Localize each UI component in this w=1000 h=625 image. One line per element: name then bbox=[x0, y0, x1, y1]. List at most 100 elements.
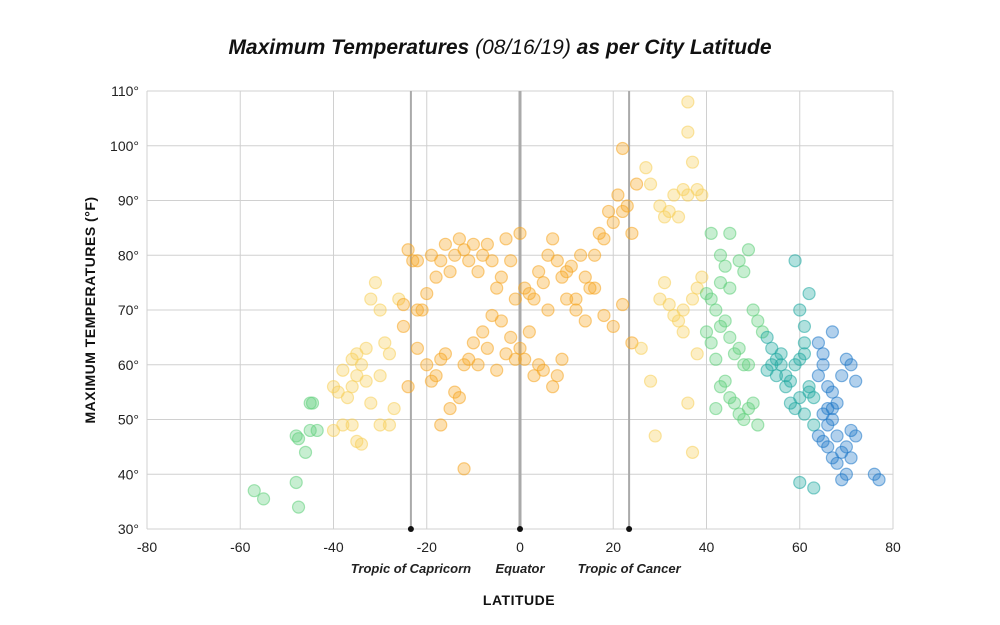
data-point bbox=[298, 445, 313, 459]
data-point bbox=[364, 292, 378, 306]
data-point bbox=[305, 396, 320, 410]
data-point bbox=[490, 363, 504, 377]
reference-marker bbox=[626, 526, 633, 532]
data-point bbox=[289, 475, 303, 490]
data-point bbox=[606, 215, 620, 229]
data-point bbox=[769, 369, 784, 383]
reference-label: Tropic of Cancer bbox=[578, 561, 682, 576]
data-point bbox=[462, 254, 476, 268]
data-point bbox=[373, 303, 387, 317]
data-point bbox=[835, 369, 849, 383]
data-point bbox=[615, 141, 630, 156]
data-point bbox=[359, 374, 373, 388]
y-tick-label: 40° bbox=[118, 466, 139, 482]
data-point bbox=[476, 325, 490, 339]
x-tick-label: 80 bbox=[885, 539, 901, 555]
data-point bbox=[816, 358, 830, 372]
data-point bbox=[336, 418, 350, 432]
data-point bbox=[354, 437, 369, 451]
x-tick-label: -80 bbox=[137, 539, 157, 555]
y-tick-label: 30° bbox=[118, 521, 139, 537]
data-point bbox=[310, 423, 324, 438]
data-point bbox=[597, 232, 611, 246]
data-point bbox=[364, 396, 378, 410]
data-point bbox=[807, 481, 821, 495]
data-point bbox=[410, 341, 425, 355]
data-point bbox=[354, 358, 369, 372]
data-point bbox=[807, 391, 821, 405]
data-point bbox=[438, 237, 452, 251]
data-point bbox=[368, 276, 383, 290]
data-point bbox=[704, 292, 718, 306]
data-point bbox=[410, 303, 425, 317]
y-tick-label: 50° bbox=[118, 412, 139, 428]
data-point bbox=[480, 237, 494, 251]
chart-title: Maximum Temperatures (08/16/19) as per C… bbox=[0, 36, 1000, 60]
data-point bbox=[536, 276, 550, 290]
data-point bbox=[681, 125, 695, 139]
data-point bbox=[466, 237, 480, 251]
data-point bbox=[541, 303, 555, 317]
data-point bbox=[373, 369, 387, 383]
data-point bbox=[723, 226, 737, 240]
data-point bbox=[256, 492, 271, 506]
data-point bbox=[639, 161, 653, 175]
data-point bbox=[494, 270, 508, 284]
data-point bbox=[583, 281, 597, 295]
data-point bbox=[830, 429, 844, 443]
data-point bbox=[504, 254, 518, 268]
data-point bbox=[485, 254, 499, 268]
data-point bbox=[643, 374, 658, 388]
data-point bbox=[564, 259, 578, 273]
data-point bbox=[760, 330, 774, 344]
data-point bbox=[620, 199, 634, 213]
data-point bbox=[387, 401, 401, 416]
data-point bbox=[779, 380, 793, 394]
data-point bbox=[382, 418, 397, 432]
data-point bbox=[396, 319, 411, 334]
reference-label: Tropic of Capricorn bbox=[351, 561, 471, 576]
data-point bbox=[699, 325, 714, 339]
data-point bbox=[532, 265, 546, 279]
data-point bbox=[513, 226, 527, 240]
data-point bbox=[345, 418, 359, 432]
y-tick-label: 80° bbox=[118, 247, 139, 263]
data-point bbox=[709, 401, 723, 416]
data-point bbox=[727, 396, 742, 410]
data-point bbox=[546, 380, 560, 394]
data-point bbox=[737, 412, 751, 427]
data-point bbox=[643, 177, 658, 191]
reference-marker bbox=[517, 526, 523, 532]
data-point bbox=[303, 423, 317, 438]
data-point bbox=[615, 297, 630, 312]
y-tick-label: 60° bbox=[118, 357, 139, 373]
data-point bbox=[452, 391, 466, 405]
data-point bbox=[508, 292, 522, 306]
data-point bbox=[685, 155, 700, 169]
data-point bbox=[681, 95, 695, 109]
data-point bbox=[676, 325, 690, 339]
data-point bbox=[816, 347, 830, 361]
data-point bbox=[578, 314, 592, 328]
data-point bbox=[723, 330, 737, 344]
data-point bbox=[737, 358, 751, 372]
data-point bbox=[480, 341, 494, 355]
data-point bbox=[713, 248, 728, 262]
reference-marker bbox=[407, 526, 414, 532]
data-point bbox=[704, 336, 718, 350]
data-point bbox=[546, 232, 560, 246]
data-point bbox=[466, 336, 480, 350]
title-date: (08/16/19) bbox=[475, 36, 571, 59]
data-point bbox=[555, 352, 569, 366]
data-point bbox=[587, 248, 602, 262]
data-point bbox=[569, 292, 583, 306]
y-tick-labels: 30° 40° 50° 60° 70° 80° 90° 100° 110° bbox=[110, 83, 139, 537]
x-tick-labels: -80 -60 -40 -20 0 20 40 60 80 bbox=[137, 539, 901, 555]
data-point bbox=[671, 210, 686, 224]
data-point bbox=[793, 475, 807, 490]
data-point bbox=[681, 396, 695, 410]
data-point bbox=[741, 243, 756, 257]
y-tick-label: 70° bbox=[118, 302, 139, 318]
data-point bbox=[401, 243, 415, 257]
data-point bbox=[802, 286, 816, 301]
